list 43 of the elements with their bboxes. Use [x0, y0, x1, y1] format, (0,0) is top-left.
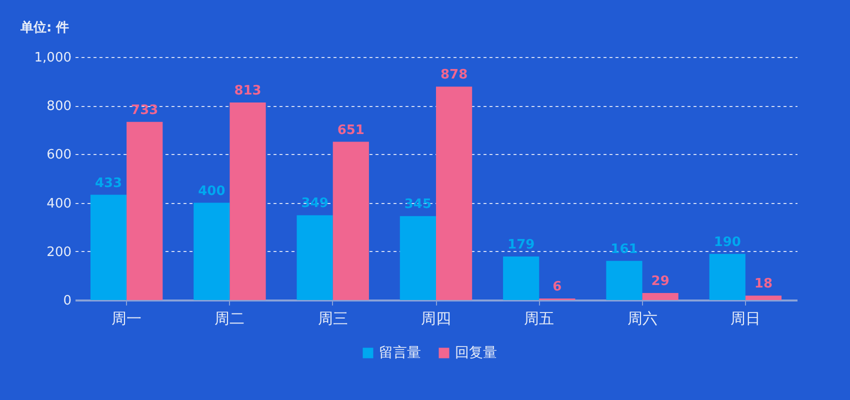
- data-label: 813: [234, 83, 262, 98]
- data-label: 18: [754, 276, 773, 292]
- x-tick-label: 周六: [627, 310, 658, 328]
- y-tick-label: 0: [63, 294, 72, 308]
- x-tick-label: 周三: [318, 310, 348, 328]
- bar: [709, 254, 746, 300]
- x-tick-label: 周五: [524, 310, 554, 328]
- bar: [90, 194, 127, 300]
- data-label: 6: [552, 280, 562, 295]
- y-tick-label: 600: [46, 148, 72, 163]
- data-label: 29: [651, 274, 670, 289]
- legend-label: 留言量: [379, 345, 421, 361]
- data-label: 190: [714, 234, 741, 250]
- y-tick-label: 800: [46, 99, 72, 114]
- data-label: 161: [610, 242, 638, 257]
- data-label: 651: [337, 122, 364, 138]
- x-tick-label: 周二: [214, 310, 245, 328]
- x-tick-label: 周一: [112, 310, 142, 328]
- bar: [194, 202, 230, 300]
- x-tick-label: 周日: [730, 310, 760, 328]
- bar: [606, 260, 642, 300]
- bar: [400, 216, 436, 300]
- data-label: 400: [198, 184, 226, 199]
- bar: [126, 122, 163, 300]
- y-tick-label: 200: [46, 244, 72, 260]
- y-tick-label: 400: [46, 196, 72, 212]
- data-label: 733: [131, 102, 158, 118]
- data-label: 878: [440, 68, 468, 83]
- bar: [332, 142, 369, 300]
- bar: [745, 296, 782, 300]
- bar: [436, 86, 472, 300]
- y-tick-label: 1,000: [34, 50, 72, 66]
- legend-label: 回复量: [455, 345, 497, 361]
- bar: [503, 256, 540, 300]
- data-label: 345: [404, 197, 432, 212]
- bar: [296, 215, 333, 300]
- bar: [642, 292, 678, 300]
- bar: [230, 102, 266, 300]
- x-tick-label: 周四: [421, 310, 451, 328]
- data-label: 179: [508, 238, 535, 253]
- data-label: 349: [301, 196, 328, 212]
- y-axis-title: 单位: 件: [20, 20, 70, 36]
- data-label: 433: [94, 176, 122, 191]
